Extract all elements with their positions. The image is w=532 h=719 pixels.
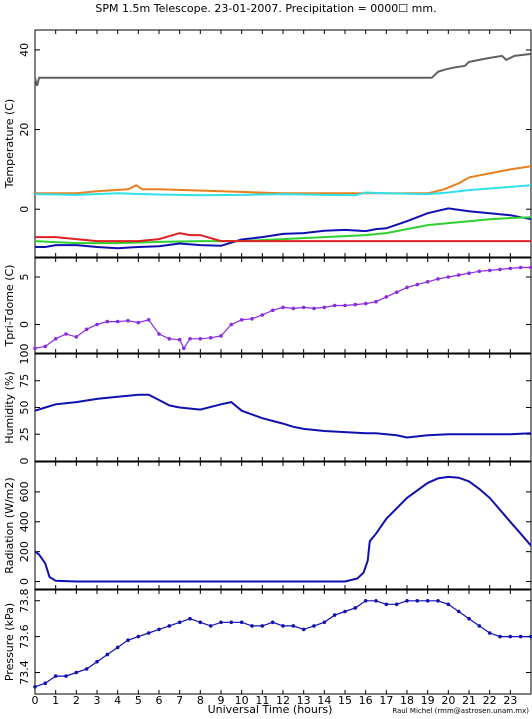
figure-title: SPM 1.5m Telescope. 23-01-2007. Precipit… [95, 2, 436, 15]
y-axis-label: Temperature (C) [3, 99, 16, 189]
x-tick-label: 0 [32, 694, 39, 707]
y-axis-label: Pressure (kPa) [3, 603, 16, 681]
x-tick-label: 10 [235, 694, 249, 707]
y-tick-label: 100 [18, 344, 31, 365]
x-tick-label: 3 [94, 694, 101, 707]
plot-frame [34, 257, 532, 354]
x-tick-label: 16 [359, 694, 373, 707]
x-tick-label: 14 [317, 694, 331, 707]
x-tick-label: 20 [441, 694, 455, 707]
plot-frame [34, 353, 532, 462]
y-tick-label: 75 [18, 374, 31, 388]
y-tick-label: 73.8 [18, 589, 31, 614]
x-tick-label: 4 [114, 694, 121, 707]
y-tick-label: 73.6 [18, 624, 31, 649]
series-line-4 [35, 207, 532, 250]
x-tick-label: 2 [73, 694, 80, 707]
y-tick-label: 5 [18, 274, 31, 281]
series-line-3 [34, 184, 532, 197]
x-tick-label: 11 [255, 694, 269, 707]
plot-frame [34, 589, 532, 695]
x-tick-label: 1 [52, 694, 59, 707]
x-tick-label: 9 [218, 694, 225, 707]
x-tick-label: 8 [197, 694, 204, 707]
series-trace-1 [34, 266, 531, 350]
y-axis-label: Radiation (W/m2) [3, 477, 16, 573]
x-axis: 0 1 2 3 4 5 6 7 8 9 10 11 12 13 14 15 16 17 18 19 20 21 22 23 [32, 694, 518, 707]
y-tick-label: 0 [18, 206, 31, 213]
series-line-1 [34, 475, 532, 583]
y-tick-label: 25 [18, 427, 31, 441]
x-tick-label: 21 [462, 694, 476, 707]
y-tick-label: 73.4 [18, 660, 31, 685]
plot-frame [34, 461, 532, 590]
x-tick-label: 19 [421, 694, 435, 707]
y-axis-label: Humidity (%) [3, 371, 16, 443]
series-line-2 [35, 165, 532, 195]
y-tick-label: 400 [18, 511, 31, 532]
y-tick-label: 0 [18, 458, 31, 465]
x-tick-label: 5 [135, 694, 142, 707]
x-tick-label: 18 [400, 694, 414, 707]
x-tick-label: 17 [379, 694, 393, 707]
x-tick-label: 15 [338, 694, 352, 707]
y-tick-label: 20 [18, 123, 31, 137]
y-axis-label: Tpri-Tdome (C) [3, 265, 16, 348]
x-tick-label: 12 [276, 694, 290, 707]
x-axis-label: Universal Time (hours) [208, 703, 333, 716]
y-tick-label: 0 [18, 578, 31, 585]
x-tick-label: 13 [297, 694, 311, 707]
y-tick-label: 50 [18, 401, 31, 415]
series-line-5 [34, 216, 532, 245]
y-tick-label: 200 [18, 541, 31, 562]
series-line-1 [34, 393, 532, 439]
series-line-1 [34, 52, 532, 87]
series-trace-1 [34, 600, 531, 688]
x-tick-label: 22 [483, 694, 497, 707]
y-tick-label: 40 [18, 43, 31, 57]
series-line-6 [35, 232, 531, 243]
x-tick-label: 7 [176, 694, 183, 707]
x-tick-label: 23 [503, 694, 517, 707]
credit-text: Raul Michel (rmm@astrosen.unam.mx) [392, 707, 529, 715]
y-tick-label: 0 [18, 321, 31, 328]
panel-1: 0 20 40 Temperature (C) [3, 29, 532, 258]
y-tick-label: 600 [18, 481, 31, 502]
x-tick-label: 6 [156, 694, 163, 707]
